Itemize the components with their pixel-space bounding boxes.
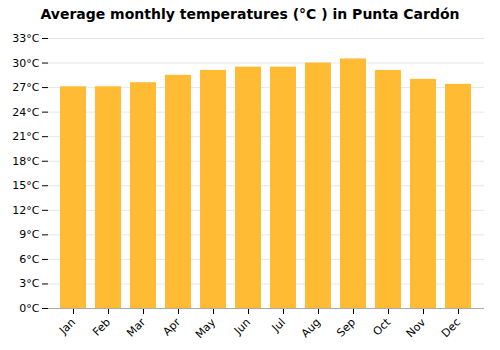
svg-text:Apr: Apr — [160, 315, 183, 338]
svg-text:27°C: 27°C — [12, 81, 39, 94]
svg-text:Aug: Aug — [299, 316, 323, 340]
svg-text:Oct: Oct — [370, 315, 393, 338]
html-text:Average monthly temperatures (: Average monthly temperatures (°C ) in Pu… — [40, 6, 460, 22]
svg-text:Dec: Dec — [439, 316, 463, 340]
svg-text:Nov: Nov — [404, 315, 429, 340]
svg-text:Jun: Jun — [231, 316, 253, 338]
svg-text:24°C: 24°C — [12, 106, 39, 119]
svg-text:Sep: Sep — [334, 316, 358, 340]
svg-text:18°C: 18°C — [12, 155, 39, 168]
svg-text:Feb: Feb — [90, 316, 113, 339]
svg-text:0°C: 0°C — [19, 302, 39, 315]
svg-text:30°C: 30°C — [12, 57, 39, 70]
svg-text:15°C: 15°C — [12, 179, 39, 192]
svg-text:Jan: Jan — [56, 316, 78, 338]
svg-text:Jul: Jul — [269, 316, 288, 335]
svg-text:Mar: Mar — [124, 315, 148, 339]
svg-text:May: May — [193, 315, 219, 341]
svg-text:3°C: 3°C — [19, 277, 39, 290]
svg-text:9°C: 9°C — [19, 228, 39, 241]
svg-text:6°C: 6°C — [19, 253, 39, 266]
svg-text:33°C: 33°C — [12, 32, 39, 45]
svg-text:12°C: 12°C — [12, 204, 39, 217]
svg-text:21°C: 21°C — [12, 130, 39, 143]
